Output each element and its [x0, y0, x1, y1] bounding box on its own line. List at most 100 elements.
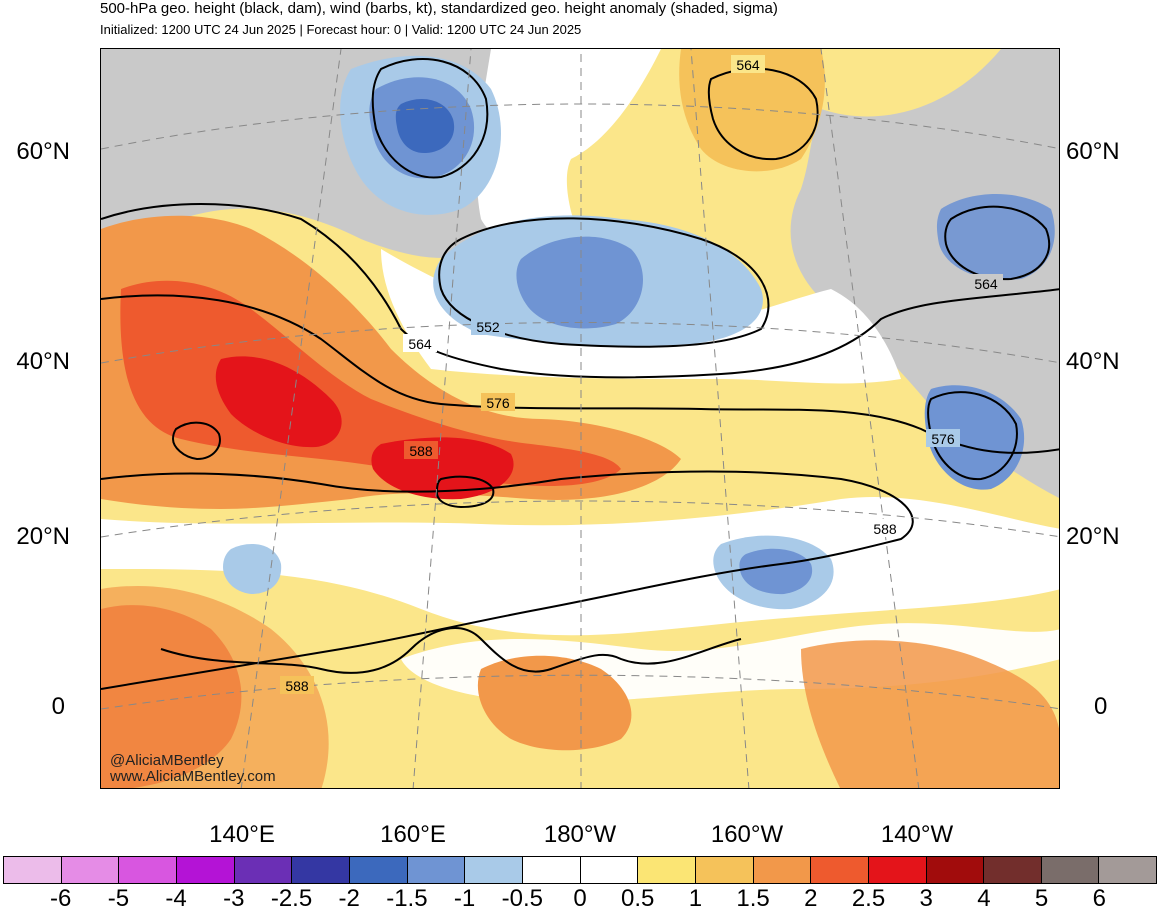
colorbar-label: 0.5 — [621, 885, 655, 912]
contour-label-588-a: 588 — [409, 443, 433, 459]
lon-label-160w: 160°W — [710, 821, 784, 848]
credit-site: www.AliciaMBentley.com — [110, 768, 276, 785]
negative-anomaly-gulf-alaska — [936, 194, 1055, 280]
lon-label-160e: 160°E — [380, 821, 446, 848]
colorbar-label: 0 — [573, 885, 587, 912]
neutral-region-north — [476, 49, 661, 243]
contour-576-california — [927, 391, 1018, 481]
lat-label-0-left: 0 — [51, 693, 65, 720]
colorbar-label: 4 — [977, 885, 991, 912]
contour-label-564-c: 564 — [408, 336, 432, 352]
lon-label-140w: 140°W — [880, 821, 954, 848]
map-panel: 564 564 564 552 576 576 588 588 588 — [100, 48, 1060, 789]
colorbar-box — [176, 857, 235, 883]
contour-labels: 564 564 564 552 576 576 588 588 588 — [280, 55, 1003, 694]
neutral-region-central — [381, 249, 901, 384]
positive-anomaly-japan-core — [215, 356, 342, 448]
colorbar-box — [119, 857, 177, 883]
positive-anomaly-alaska — [679, 49, 825, 172]
meridian-140e — [240, 49, 342, 788]
colorbar-label: 2 — [804, 885, 818, 912]
negative-anomaly-west-pacific — [223, 544, 282, 594]
colorbar-box — [1099, 857, 1157, 883]
map-subtitle: Initialized: 1200 UTC 24 Jun 2025 | Fore… — [100, 22, 582, 37]
height-contours — [101, 58, 1059, 690]
colorbar — [3, 856, 1157, 884]
lat-label-40n-right: 40°N — [1066, 348, 1120, 375]
colorbar-label: -2 — [338, 885, 360, 912]
map-title: 500-hPa geo. height (black, dam), wind (… — [100, 0, 778, 17]
colorbar-box — [695, 857, 754, 883]
lon-label-180w: 180°W — [543, 821, 617, 848]
positive-anomaly-tropics-east — [801, 640, 1059, 788]
gray-region-northeast — [790, 49, 1059, 498]
lat-label-60n-left: 60°N — [16, 138, 70, 165]
lat-label-0-right: 0 — [1094, 693, 1108, 720]
colorbar-label: 2.5 — [851, 885, 886, 912]
positive-anomaly-tropics-central — [477, 655, 632, 751]
positive-anomaly-japan-inner — [120, 280, 621, 486]
contour-552 — [438, 217, 770, 348]
lat-label-20n-right: 20°N — [1066, 523, 1120, 550]
colorbar-label: -0.5 — [501, 885, 543, 912]
contour-label-576-a: 576 — [486, 395, 510, 411]
contour-564-gulf — [944, 205, 1051, 281]
contour-label-552: 552 — [476, 319, 500, 335]
graticule — [101, 49, 1059, 788]
anomaly-map: 564 564 564 552 576 576 588 588 588 — [101, 49, 1059, 788]
contour-588-japan-ring — [171, 421, 221, 461]
contour-label-564-b: 564 — [974, 276, 998, 292]
colorbar-box — [868, 857, 927, 883]
colorbar-label: -1 — [453, 885, 476, 912]
colorbar-label: 1 — [688, 885, 703, 912]
lon-label-140e: 140°E — [209, 821, 275, 848]
colorbar-label: 3 — [919, 885, 933, 912]
lat-label-60n-right: 60°N — [1066, 138, 1120, 165]
colorbar-label: 5 — [1034, 885, 1049, 912]
colorbar-label: 6 — [1092, 885, 1106, 912]
colorbar-box — [1041, 857, 1100, 883]
colorbar-label: 1.5 — [736, 885, 770, 912]
lat-label-40n-left: 40°N — [16, 348, 70, 375]
colorbar-label: -5 — [107, 885, 130, 912]
colorbar-box — [580, 857, 639, 883]
colorbar-label: -6 — [50, 885, 72, 912]
colorbar-box — [292, 857, 350, 883]
meridian-160e — [412, 49, 472, 788]
contour-label-588-c: 588 — [285, 678, 309, 694]
colorbar-box — [349, 857, 408, 883]
graticule-20n — [101, 500, 1059, 538]
colorbar-box — [61, 857, 120, 883]
colorbar-box — [811, 857, 869, 883]
contour-label-564-a: 564 — [736, 57, 760, 73]
meridian-140w — [820, 49, 920, 788]
negative-anomaly-california — [924, 385, 1025, 490]
contour-564 — [101, 203, 1059, 379]
colorbar-box — [407, 857, 466, 883]
colorbar-box — [234, 857, 293, 883]
colorbar-label: -1.5 — [386, 885, 428, 912]
positive-anomaly-tropics-west-outer — [101, 585, 329, 788]
contour-588 — [101, 470, 914, 690]
colorbar-box — [984, 857, 1042, 883]
contour-588-tropics — [160, 627, 742, 674]
contour-564-alaska — [707, 67, 819, 161]
lat-label-20n-left: 20°N — [16, 523, 70, 550]
contour-552-kamchatka — [371, 58, 489, 179]
colorbar-label: -4 — [165, 885, 187, 912]
colorbar-box — [753, 857, 812, 883]
neutral-band-south — [101, 497, 1059, 636]
contour-label-576-b: 576 — [931, 431, 955, 447]
negative-anomaly-bering-core — [516, 236, 643, 329]
contour-588-central-ring — [435, 475, 495, 509]
negative-anomaly-kamchatka-center — [395, 99, 455, 154]
colorbar-box — [522, 857, 581, 883]
colorbar-label: -2.5 — [270, 885, 313, 912]
meridian-160w — [690, 49, 750, 788]
colorbar-box — [4, 857, 62, 883]
contour-576 — [101, 294, 1059, 454]
colorbar-label: -3 — [223, 885, 245, 912]
colorbar-box — [465, 857, 523, 883]
colorbar-box — [638, 857, 696, 883]
colorbar-box — [926, 857, 985, 883]
